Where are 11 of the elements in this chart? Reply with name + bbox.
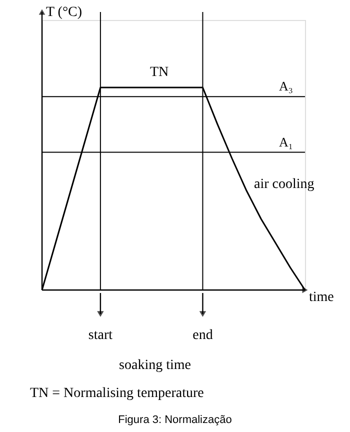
text: Figura 3: Normalização <box>118 414 232 426</box>
ref-line-label: A₁ <box>279 134 293 150</box>
ref-line-label: A₃ <box>279 78 293 94</box>
annotation: air cooling <box>254 177 314 192</box>
text: TN = Normalising temperature <box>30 386 204 401</box>
x-tick-label: end <box>192 328 213 343</box>
text: soaking time <box>119 358 191 373</box>
y-axis-title: T (°C) <box>46 5 82 20</box>
x-axis-title: time <box>309 290 334 305</box>
text: TN <box>150 65 169 80</box>
x-tick-label: start <box>88 328 113 343</box>
